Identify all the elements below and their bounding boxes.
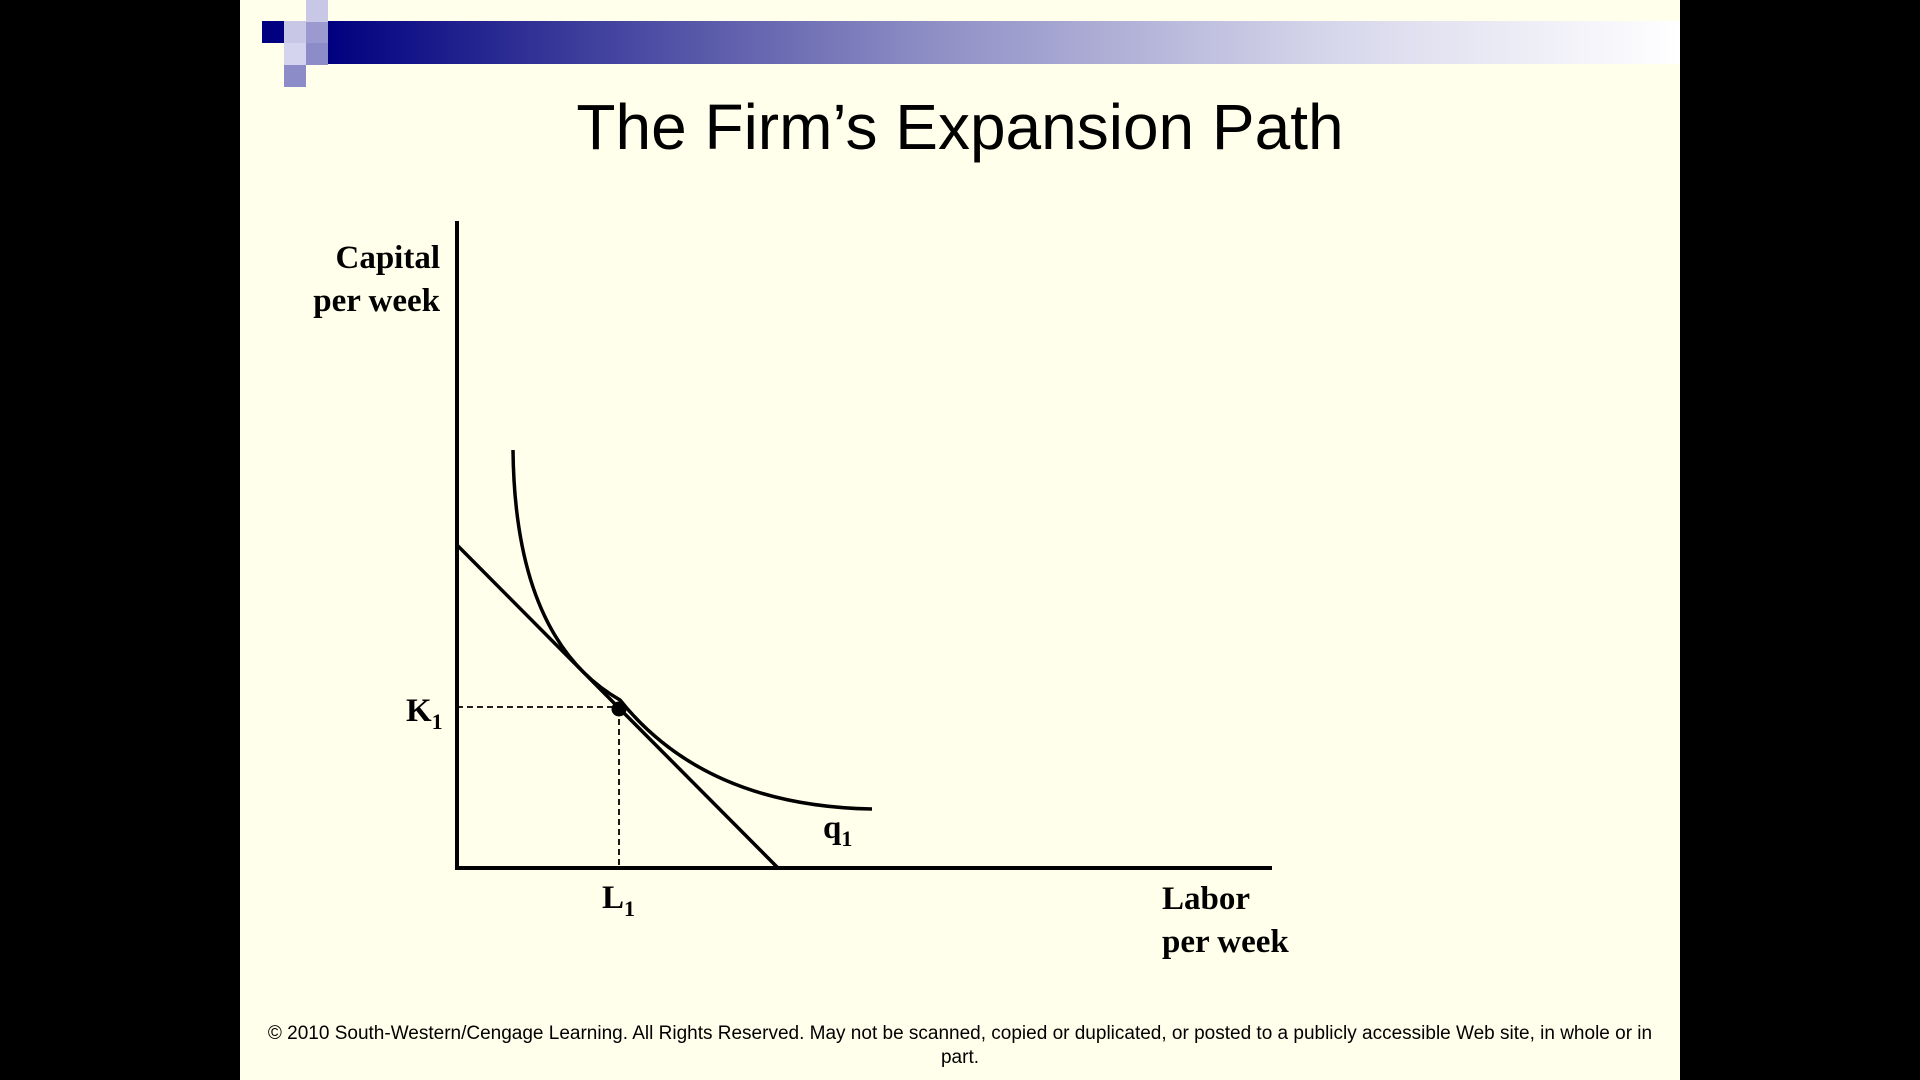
copyright-footer: © 2010 South-Western/Cengage Learning. A… <box>267 1023 1653 1068</box>
l1-letter: L <box>602 880 624 916</box>
y-axis-label-line1: Capital <box>335 240 440 276</box>
decoration-square <box>306 43 328 65</box>
title-decoration-band <box>325 21 1680 64</box>
isoquant-subscript: 1 <box>841 826 852 851</box>
decoration-square <box>284 65 306 87</box>
slide-title: The Firm’s Expansion Path <box>576 91 1344 163</box>
x-axis-label-line2: per week <box>1162 924 1289 960</box>
isoquant-curve <box>511 449 873 811</box>
expansion-path-diagram: Capital per week Labor per week K1 L1 q1 <box>313 221 1289 960</box>
y-axis-label-line2: per week <box>313 283 440 319</box>
l1-label: L1 <box>602 880 635 921</box>
x-axis-label-line1: Labor <box>1162 881 1250 917</box>
decoration-square <box>262 21 284 43</box>
l1-subscript: 1 <box>624 896 635 921</box>
decoration-square <box>284 21 306 43</box>
isoquant-label: q1 <box>823 810 852 851</box>
k1-label: K1 <box>406 693 443 734</box>
tangency-point <box>611 701 627 717</box>
slide: The Firm’s Expansion Path Capital per we… <box>240 0 1680 1080</box>
decoration-square <box>284 43 306 65</box>
decoration-square <box>306 0 328 22</box>
k1-subscript: 1 <box>432 709 443 734</box>
isoquant-letter: q <box>823 810 842 846</box>
k1-letter: K <box>406 693 432 729</box>
decoration-square <box>306 21 328 43</box>
